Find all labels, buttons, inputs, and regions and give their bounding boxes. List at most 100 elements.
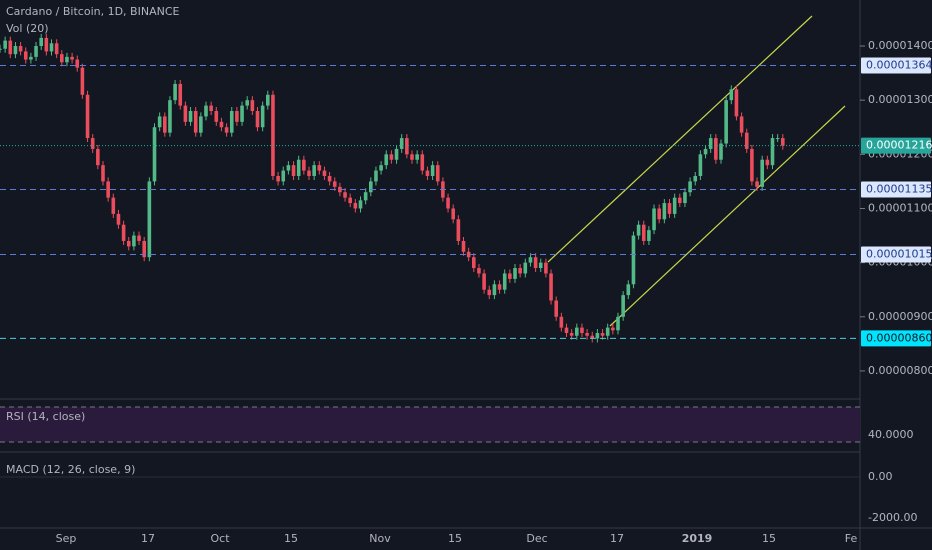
x-tick-label: Sep xyxy=(56,532,77,545)
candle xyxy=(750,148,754,182)
candle xyxy=(18,46,23,52)
x-tick-label: 15 xyxy=(762,532,776,545)
candle xyxy=(96,148,100,166)
candle xyxy=(590,335,595,339)
candle xyxy=(229,111,234,133)
candle xyxy=(260,105,265,128)
candle xyxy=(569,333,574,336)
candle xyxy=(405,138,409,155)
candle xyxy=(729,89,734,101)
price-level-badge xyxy=(861,181,931,198)
candle xyxy=(199,116,203,133)
candle xyxy=(703,148,708,155)
candle xyxy=(616,316,620,331)
candle xyxy=(240,105,244,122)
rsi-band xyxy=(0,407,860,442)
price-level-badge xyxy=(861,330,931,347)
candle xyxy=(600,333,605,336)
candle xyxy=(724,100,728,144)
candle xyxy=(435,165,440,182)
chart-title: Cardano / Bitcoin, 1D, BINANCE xyxy=(6,5,180,18)
candle xyxy=(44,37,49,52)
candle xyxy=(245,100,249,106)
candle xyxy=(90,138,95,149)
candle xyxy=(585,333,589,336)
candle xyxy=(652,208,656,231)
candle xyxy=(508,273,512,279)
candle xyxy=(29,56,33,60)
candle xyxy=(137,235,141,241)
candle xyxy=(482,273,486,290)
candle xyxy=(116,213,121,225)
candle xyxy=(322,170,327,176)
candle xyxy=(559,316,564,328)
candle xyxy=(472,257,476,269)
candle xyxy=(0,48,2,50)
candle xyxy=(224,127,229,133)
candle xyxy=(307,170,311,176)
candle xyxy=(760,159,764,187)
x-tick-label: Nov xyxy=(369,532,391,545)
y-tick-label: 0.00000900 xyxy=(868,310,932,323)
candle xyxy=(781,138,785,146)
candle xyxy=(281,170,286,182)
volume-label: Vol (20) xyxy=(6,22,49,35)
candle xyxy=(317,165,322,171)
candle xyxy=(214,111,219,122)
x-tick-label: Dec xyxy=(526,532,547,545)
candle xyxy=(132,235,136,247)
candle xyxy=(312,165,316,176)
price-level-label: 0.00001015 xyxy=(866,248,932,261)
candle xyxy=(420,154,425,171)
x-tick-label: 15 xyxy=(284,532,298,545)
candle xyxy=(739,116,744,133)
candle xyxy=(183,105,188,122)
y-tick-label: 0.00001100 xyxy=(868,201,932,214)
candle xyxy=(734,89,739,117)
candle xyxy=(338,186,342,193)
candle xyxy=(765,159,770,166)
candle xyxy=(70,56,74,60)
candle xyxy=(49,43,54,52)
candle xyxy=(255,111,260,128)
candle xyxy=(611,327,615,331)
candle xyxy=(3,40,7,49)
candle xyxy=(575,327,579,336)
candle xyxy=(461,240,466,252)
candle xyxy=(621,295,625,317)
candle xyxy=(430,165,435,176)
candle xyxy=(698,154,703,176)
x-tick-label: Oct xyxy=(210,532,230,545)
candle xyxy=(410,154,414,160)
x-tick-label: 15 xyxy=(448,532,462,545)
x-tick-label: 2019 xyxy=(682,532,713,545)
candle xyxy=(714,138,718,160)
candle xyxy=(193,111,198,133)
candle xyxy=(276,175,280,182)
candle xyxy=(266,94,270,106)
candle xyxy=(647,230,651,241)
candle xyxy=(219,121,224,128)
candle xyxy=(544,262,548,274)
rsi-label: RSI (14, close) xyxy=(6,410,85,423)
channel-line xyxy=(547,15,813,263)
candle xyxy=(296,159,301,176)
candle xyxy=(744,132,749,149)
candle xyxy=(775,138,780,140)
candle xyxy=(34,46,38,57)
candle xyxy=(672,197,677,214)
candle xyxy=(8,40,13,55)
macd-tick-label: -2000.00 xyxy=(868,511,917,524)
candle xyxy=(451,208,455,220)
candle xyxy=(528,257,533,263)
candle xyxy=(678,197,682,204)
candle xyxy=(595,333,600,339)
candle xyxy=(80,67,85,95)
candle xyxy=(358,200,363,209)
candle xyxy=(168,100,172,133)
candle xyxy=(626,284,631,296)
candle xyxy=(39,37,43,47)
candle xyxy=(75,59,80,68)
candle xyxy=(770,138,775,166)
